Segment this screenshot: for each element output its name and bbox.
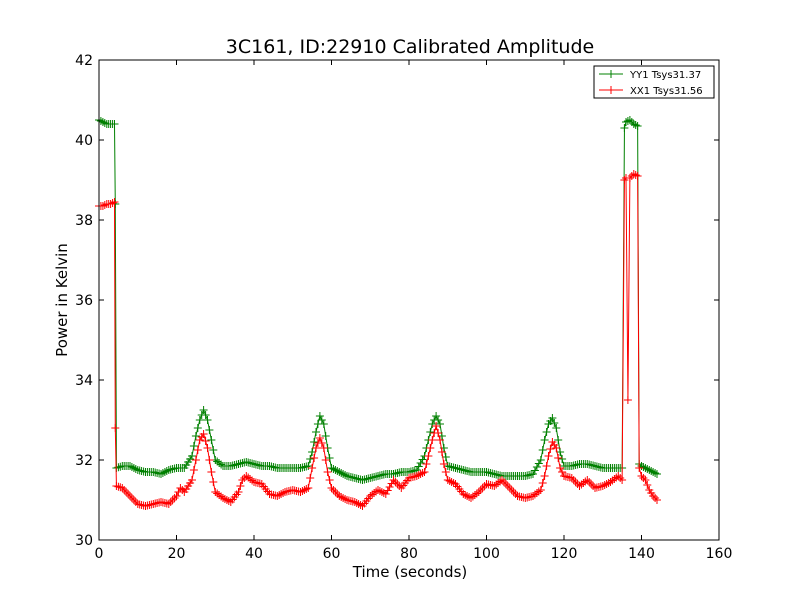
legend-marker-yy1 [607, 70, 615, 78]
x-axis-label: Time (seconds) [352, 563, 468, 581]
x-tick-label: 160 [706, 546, 733, 562]
x-tick-label: 0 [95, 546, 104, 562]
y-tick-label: 40 [75, 133, 93, 149]
y-tick-label: 36 [75, 293, 93, 309]
x-tick-label: 100 [473, 546, 500, 562]
legend-marker-xx1 [607, 86, 615, 94]
series-layer [95, 116, 661, 510]
y-tick-label: 38 [75, 213, 93, 229]
x-tick-label: 140 [628, 546, 655, 562]
chart-title: 3C161, ID:22910 Calibrated Amplitude [226, 36, 594, 58]
x-axis: 0 20 40 60 80 100 120 140 160 [95, 60, 733, 562]
legend-label-yy1: YY1 Tsys31.37 [629, 70, 701, 81]
legend-box [593, 65, 715, 99]
y-axis-label: Power in Kelvin [53, 243, 71, 357]
y-tick-label: 32 [75, 453, 93, 469]
y-tick-label: 30 [75, 533, 93, 549]
legend: YY1 Tsys31.37 XX1 Tsys31.56 [593, 65, 715, 99]
y-axis: 30 32 34 36 38 40 42 [75, 53, 719, 549]
series-xx1 [95, 170, 661, 510]
x-tick-label: 20 [168, 546, 186, 562]
y-tick-label: 42 [75, 53, 93, 69]
x-tick-label: 80 [400, 546, 418, 562]
x-tick-label: 60 [323, 546, 341, 562]
x-tick-label: 40 [245, 546, 263, 562]
y-tick-label: 34 [75, 373, 93, 389]
x-tick-label: 120 [551, 546, 578, 562]
legend-label-xx1: XX1 Tsys31.56 [630, 86, 703, 97]
